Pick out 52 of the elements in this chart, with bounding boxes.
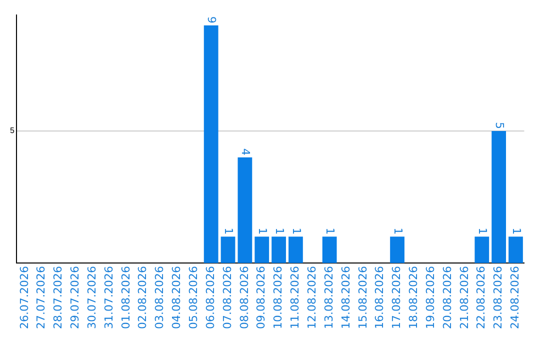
x-tick-label: 22.08.2026 bbox=[474, 266, 488, 330]
data-label: 1 bbox=[222, 228, 236, 235]
x-tick-label: 01.08.2026 bbox=[119, 266, 132, 330]
x-tick-label: 26.07.2026 bbox=[18, 266, 31, 330]
x-tick-label: 28.07.2026 bbox=[52, 266, 65, 330]
x-tick-label: 30.07.2026 bbox=[85, 266, 98, 330]
bar bbox=[288, 236, 303, 264]
x-tick-label: 20.08.2026 bbox=[440, 266, 454, 330]
x-tick-label: 21.08.2026 bbox=[458, 266, 471, 330]
x-tick-label: 23.08.2026 bbox=[492, 266, 505, 330]
x-tick-label: 08.08.2026 bbox=[238, 266, 251, 330]
data-label: 1 bbox=[324, 228, 337, 235]
x-tick-label: 18.08.2026 bbox=[407, 266, 420, 330]
data-label: 1 bbox=[510, 228, 523, 235]
x-tick-label: 27.07.2026 bbox=[34, 266, 48, 330]
data-label: 1 bbox=[476, 228, 490, 235]
bar bbox=[254, 236, 270, 264]
data-label: 1 bbox=[290, 228, 303, 235]
x-tick-label: 16.08.2026 bbox=[373, 266, 386, 330]
x-tick-label: 15.08.2026 bbox=[356, 266, 370, 330]
bar bbox=[322, 236, 337, 264]
x-tick-label: 10.08.2026 bbox=[272, 266, 285, 330]
x-tick-label: 13.08.2026 bbox=[322, 266, 336, 330]
x-tick-label: 19.08.2026 bbox=[424, 266, 437, 330]
x-tick-label: 29.07.2026 bbox=[68, 266, 82, 330]
x-tick-label: 31.07.2026 bbox=[102, 266, 116, 330]
x-tick-label: 09.08.2026 bbox=[254, 266, 268, 330]
data-label: 1 bbox=[391, 228, 404, 235]
data-label: 1 bbox=[272, 228, 286, 235]
data-label: 4 bbox=[239, 148, 252, 156]
x-tick-label: 11.08.2026 bbox=[288, 266, 302, 330]
x-tick-label: 14.08.2026 bbox=[339, 266, 352, 330]
data-label: 9 bbox=[205, 16, 218, 24]
x-tick-label: 07.08.2026 bbox=[220, 266, 234, 330]
bar bbox=[492, 130, 506, 264]
x-tick-label: 17.08.2026 bbox=[390, 266, 404, 330]
x-tick-label: 12.08.2026 bbox=[305, 266, 318, 330]
data-label: 1 bbox=[256, 228, 269, 235]
x-tick-label: 05.08.2026 bbox=[187, 266, 200, 330]
bar bbox=[238, 157, 252, 264]
x-tick-label: 04.08.2026 bbox=[170, 266, 184, 330]
x-tick-label: 02.08.2026 bbox=[136, 266, 150, 330]
bar bbox=[508, 236, 523, 264]
data-label: 5 bbox=[492, 122, 506, 129]
bar bbox=[390, 236, 404, 264]
bar bbox=[474, 236, 490, 264]
bar bbox=[272, 236, 286, 264]
x-tick-label: 06.08.2026 bbox=[204, 266, 217, 330]
bar bbox=[220, 236, 236, 264]
x-tick-label: 24.08.2026 bbox=[508, 266, 522, 330]
x-tick-label: 03.08.2026 bbox=[153, 266, 166, 330]
bar bbox=[204, 25, 218, 264]
